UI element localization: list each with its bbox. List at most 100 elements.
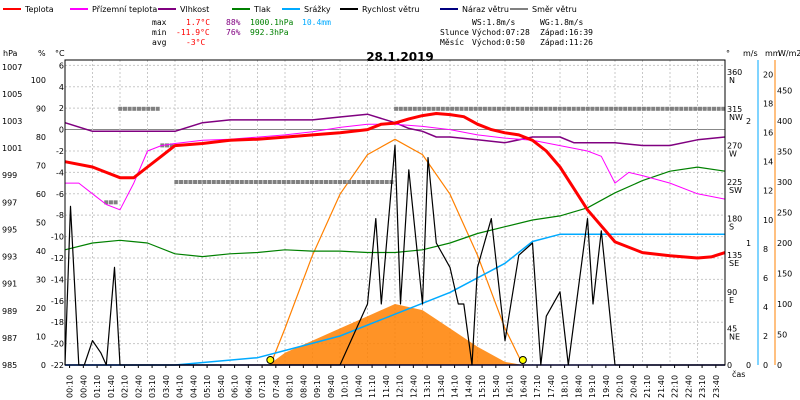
x-tick-label: 17:40 bbox=[547, 375, 556, 398]
direction-name: NW bbox=[729, 113, 743, 122]
stat-moon-rise: Východ:0:50 bbox=[472, 38, 525, 47]
y-tick-label: 0 bbox=[763, 361, 768, 370]
y-tick-label: 2 bbox=[763, 332, 768, 341]
wind-direction-mark bbox=[132, 106, 137, 111]
wind-direction-mark bbox=[286, 180, 291, 184]
wind-direction-mark bbox=[118, 106, 123, 111]
x-tick-label: 22:40 bbox=[684, 375, 693, 398]
wind-direction-mark bbox=[688, 106, 693, 111]
wind-direction-mark bbox=[300, 180, 305, 184]
stat-avg-temp: -3°C bbox=[186, 38, 205, 47]
wind-direction-mark bbox=[436, 106, 441, 111]
stat-min-label: min bbox=[152, 28, 167, 37]
x-tick-label: 14:10 bbox=[451, 375, 460, 398]
y-tick-label: 0 bbox=[746, 361, 751, 370]
y-tick-label: 991 bbox=[2, 280, 17, 289]
wind-direction-mark bbox=[155, 106, 160, 111]
y-tick-label: 0 bbox=[727, 361, 732, 370]
x-tick-label: 07:10 bbox=[258, 375, 267, 398]
stat-wg: WG:1.8m/s bbox=[540, 18, 584, 27]
wind-direction-mark bbox=[712, 106, 716, 111]
wind-direction-mark bbox=[319, 180, 324, 184]
wind-direction-mark bbox=[122, 106, 127, 111]
wind-direction-mark bbox=[113, 200, 118, 205]
wind-direction-mark bbox=[179, 180, 184, 184]
wind-direction-mark bbox=[557, 106, 562, 111]
wm2-unit: W/m2 bbox=[778, 49, 800, 58]
wind-direction-mark bbox=[314, 180, 319, 184]
x-tick-label: 23:10 bbox=[698, 375, 707, 398]
y-tick-label: 2 bbox=[746, 117, 751, 126]
wind-direction-mark bbox=[683, 106, 688, 111]
wind-direction-mark bbox=[141, 106, 146, 111]
y-tick-label: 30 bbox=[36, 275, 46, 284]
chart-title: 28.1.2019 bbox=[366, 50, 434, 64]
y-tick-label: 20 bbox=[36, 304, 46, 313]
wind-direction-mark bbox=[576, 106, 581, 111]
wind-direction-mark bbox=[665, 106, 670, 111]
y-tick-label: 40 bbox=[36, 247, 46, 256]
wind-direction-mark bbox=[384, 180, 389, 184]
x-tick-label: 02:10 bbox=[121, 375, 130, 398]
wind-direction-mark bbox=[417, 106, 422, 111]
y-tick-label: 985 bbox=[2, 361, 17, 370]
wind-direction-mark bbox=[520, 106, 525, 111]
y-tick-label: 0 bbox=[59, 126, 64, 135]
x-tick-label: 12:10 bbox=[396, 375, 405, 398]
y-tick-label: 8 bbox=[763, 245, 768, 254]
wind-direction-mark bbox=[646, 106, 651, 111]
wind-direction-mark bbox=[697, 106, 702, 111]
wind-direction-mark bbox=[440, 106, 445, 111]
temperature-line bbox=[64, 112, 726, 260]
y-tick-label: 10 bbox=[763, 216, 773, 225]
wind-direction-mark bbox=[482, 106, 487, 111]
y-tick-label: 315 bbox=[727, 105, 742, 114]
direction-name: N bbox=[729, 76, 735, 85]
wind-direction-mark bbox=[267, 180, 272, 184]
stat-moon: Měsíc bbox=[440, 38, 464, 47]
y-tick-label: 6 bbox=[59, 61, 64, 70]
wind-direction-mark bbox=[702, 106, 707, 111]
wind-direction-mark bbox=[146, 106, 151, 111]
y-tick-label: 50 bbox=[777, 331, 787, 340]
wind-direction-mark bbox=[127, 106, 132, 111]
wind-direction-mark bbox=[394, 106, 399, 111]
y-tick-label: 270 bbox=[727, 141, 742, 150]
x-tick-label: 17:10 bbox=[533, 375, 542, 398]
y-tick-label: 450 bbox=[777, 87, 792, 96]
wind-direction-mark bbox=[356, 180, 361, 184]
y-tick-label: -6 bbox=[56, 190, 64, 199]
y-tick-label: -4 bbox=[56, 168, 64, 177]
y-tick-label: 1003 bbox=[2, 117, 22, 126]
y-tick-label: -20 bbox=[51, 340, 64, 349]
wind-direction-mark bbox=[403, 106, 408, 111]
legend-label: Náraz větru bbox=[462, 5, 509, 14]
stat-max-press: 1000.1hPa bbox=[250, 18, 294, 27]
legend-label: Teplota bbox=[24, 5, 54, 14]
y-tick-label: 250 bbox=[777, 209, 792, 218]
wind-direction-mark bbox=[567, 106, 572, 111]
y-tick-label: 100 bbox=[777, 300, 792, 309]
y-tick-label: 1007 bbox=[2, 63, 22, 72]
y-tick-label: 2 bbox=[59, 104, 64, 113]
wind-direction-mark bbox=[347, 180, 352, 184]
wind-direction-mark bbox=[581, 106, 586, 111]
y-tick-label: 987 bbox=[2, 334, 17, 343]
wind-direction-mark bbox=[291, 180, 296, 184]
wind-direction-mark bbox=[277, 180, 282, 184]
wind-direction-mark bbox=[721, 106, 726, 111]
wind-direction-mark bbox=[534, 106, 539, 111]
wind-speed-line bbox=[64, 144, 725, 366]
solar-radiation-area bbox=[268, 304, 523, 365]
wind-direction-mark bbox=[525, 106, 529, 111]
solar-theoretical-line bbox=[269, 138, 524, 366]
wind-direction-mark bbox=[473, 106, 478, 111]
stat-max-hum: 88% bbox=[226, 18, 241, 27]
wind-direction-mark bbox=[333, 180, 338, 184]
wind-direction-mark bbox=[468, 106, 473, 111]
wind-direction-mark bbox=[165, 143, 170, 148]
y-tick-label: -10 bbox=[51, 233, 64, 242]
x-tick-label: 14:40 bbox=[464, 375, 473, 398]
y-tick-label: 70 bbox=[36, 161, 46, 170]
y-tick-label: 1001 bbox=[2, 144, 22, 153]
